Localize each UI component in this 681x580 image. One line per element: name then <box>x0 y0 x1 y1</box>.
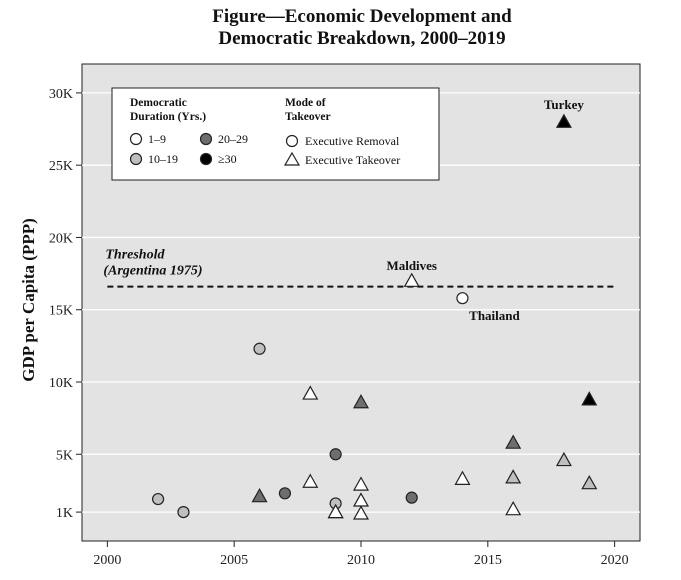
point-triangle-2014-1-9-18 <box>454 470 471 485</box>
legend-duration-title-1: Democratic <box>130 97 187 109</box>
legend-duration-title-2: Duration (Yrs.) <box>130 111 206 123</box>
point-circle-2003-10-19-1 <box>177 505 190 519</box>
annotation-thailand: Thailand <box>469 308 520 323</box>
x-axis: 2000 2005 2010 2015 2020 <box>93 541 629 568</box>
legend-triangle-icon <box>283 151 301 166</box>
legend-box <box>111 87 440 181</box>
annotation-turkey: Turkey <box>544 97 584 112</box>
point-circle-2009-20-29-7 <box>329 448 342 461</box>
y-tick-label-6: 30K <box>49 87 73 102</box>
legend-circle-icon <box>285 134 299 148</box>
point-triangle-2006-20-29-3 <box>251 487 268 503</box>
point-triangle-2016-1-9-21 <box>505 500 522 516</box>
x-tick-label-1: 2005 <box>220 553 248 568</box>
point-annotations: Turkey Maldives Thailand <box>386 97 584 323</box>
legend-label-1-9: 1–9 <box>148 132 166 146</box>
legend-label-20-29: 20–29 <box>218 132 248 146</box>
point-circle-2014-1-9-17 <box>456 292 469 305</box>
point-circle-2002-10-19-0 <box>151 492 165 506</box>
x-tick-label-3: 2015 <box>474 553 502 568</box>
legend-label-executive-takeover: Executive Takeover <box>305 153 400 167</box>
y-axis: 1K 5K 10K 15K 20K 25K 30K <box>49 87 82 521</box>
point-triangle-2008-1-9-6 <box>302 473 319 488</box>
x-tick-label-4: 2020 <box>601 553 629 568</box>
data-points <box>151 113 598 520</box>
point-triangle-2010-1-9-12 <box>352 476 370 491</box>
legend: Democratic Duration (Yrs.) Mode of Takeo… <box>111 87 440 181</box>
legend-label-30-plus: ≥30 <box>218 152 237 166</box>
point-triangle-2019-gte-30-24 <box>581 391 598 406</box>
point-triangle-2009-1-9-10 <box>327 503 344 519</box>
y-tick-label-3: 15K <box>49 304 73 319</box>
y-tick-label-2: 10K <box>49 376 73 391</box>
legend-swatch-10-19 <box>129 152 143 166</box>
point-triangle-2008-1-9-5 <box>302 385 319 400</box>
legend-swatch-1-9 <box>129 132 143 146</box>
legend-swatch-30-plus <box>199 152 213 166</box>
x-tick-label-2: 2010 <box>347 553 375 568</box>
annotation-maldives: Maldives <box>386 258 437 273</box>
legend-label-executive-removal: Executive Removal <box>305 134 400 148</box>
chart-title-line-2: Democratic Breakdown, 2000–2019 <box>218 28 505 49</box>
y-tick-label-5: 25K <box>49 159 73 174</box>
point-triangle-2010-1-9-14 <box>352 505 370 520</box>
y-axis-label: GDP per Capita (PPP) <box>19 218 38 382</box>
point-circle-2012-20-29-16 <box>405 491 418 504</box>
point-triangle-2016-20-29-19 <box>505 434 522 449</box>
chart-title-line-1: Figure—Economic Development and <box>212 6 512 27</box>
legend-label-10-19: 10–19 <box>148 152 178 166</box>
point-circle-2006-10-19-2 <box>253 342 266 355</box>
legend-mode-title-1: Mode of <box>285 97 326 109</box>
legend-mode-title-2: Takeover <box>285 111 331 123</box>
point-triangle-2016-10-19-20 <box>505 469 522 484</box>
threshold-label-line-1: Threshold <box>105 248 165 263</box>
y-tick-label-4: 20K <box>49 231 73 246</box>
legend-swatch-20-29 <box>199 132 213 146</box>
point-triangle-2019-10-19-25 <box>581 474 598 490</box>
point-triangle-2018-gte-30-22 <box>555 113 572 128</box>
point-triangle-2010-20-29-11 <box>352 394 370 409</box>
point-triangle-2018-10-19-23 <box>555 451 572 467</box>
point-circle-2007-20-29-4 <box>278 487 292 500</box>
y-tick-label-1: 5K <box>56 448 73 463</box>
point-triangle-2012-1-9-15 <box>403 272 420 287</box>
x-tick-label-0: 2000 <box>93 553 121 568</box>
threshold-label-line-2: (Argentina 1975) <box>103 264 202 279</box>
y-tick-label-0: 1K <box>56 506 73 521</box>
